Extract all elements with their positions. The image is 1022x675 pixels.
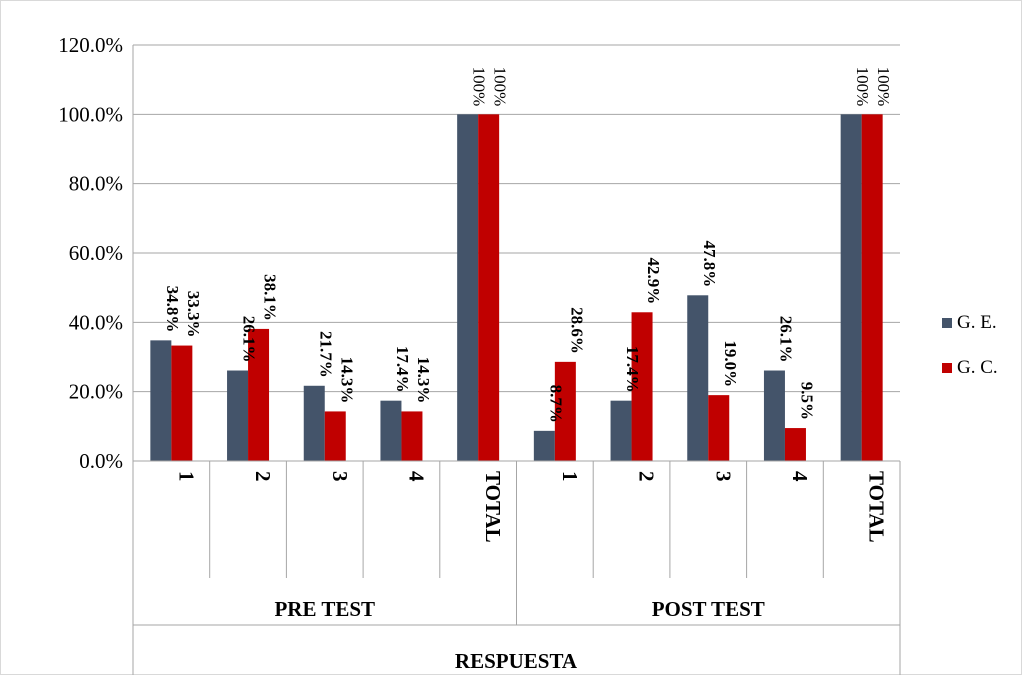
category-label: TOTAL [865, 471, 889, 543]
bar [303, 385, 325, 461]
x-axis: 1 2 3 4 TOTAL 1 2 3 4 TOTAL PRE TEST POST TEST [132, 45, 901, 675]
bar [708, 395, 730, 461]
data-label: 47.8% [700, 241, 719, 288]
y-tick-label: 40.0% [69, 310, 123, 334]
data-label: 14.3% [414, 357, 433, 404]
bar [687, 295, 709, 461]
bar [763, 370, 785, 461]
data-label: 14.3% [337, 357, 356, 404]
bar [840, 114, 862, 461]
bar [227, 370, 249, 461]
data-label: 100% [491, 67, 510, 107]
legend-swatch [942, 363, 952, 373]
data-label: 21.7% [316, 331, 335, 378]
y-tick-label: 20.0% [69, 380, 123, 404]
bar [171, 345, 193, 461]
data-labels: 34.8% 26.1% 21.7% 17.4% 100% 8.7% 17.4% 47.8% 26… [163, 67, 893, 423]
bar [380, 400, 402, 461]
y-tick-label: 80.0% [69, 172, 123, 196]
data-label: 17.4% [623, 346, 642, 393]
category-label: 2 [635, 471, 659, 482]
data-label: 100% [874, 67, 893, 107]
data-label: 26.1% [776, 316, 795, 363]
legend-label: G. E. [957, 312, 997, 333]
data-label: 100% [853, 67, 872, 107]
data-label: 8.7% [546, 385, 565, 423]
y-tick-label: 0.0% [79, 449, 123, 473]
category-label: 2 [251, 471, 275, 482]
bar [457, 114, 479, 461]
data-label: 34.8% [163, 286, 182, 333]
data-label: 42.9% [644, 258, 663, 305]
category-label: 1 [558, 471, 582, 482]
group-label: PRE TEST [274, 597, 375, 621]
bar [150, 340, 172, 461]
bar [784, 428, 806, 461]
bar [554, 361, 576, 461]
group-label: POST TEST [652, 597, 765, 621]
category-label: TOTAL [481, 471, 505, 543]
bars [150, 114, 883, 461]
legend-swatch [942, 318, 952, 328]
data-label: 17.4% [393, 346, 412, 393]
category-label: 4 [788, 471, 812, 482]
bar [248, 328, 270, 461]
data-label: 26.1% [240, 316, 259, 363]
legend: G. E. G. C. [942, 312, 998, 378]
bar [533, 430, 555, 461]
y-tick-label: 100.0% [58, 102, 123, 126]
data-label: 38.1% [261, 274, 280, 321]
bar [610, 400, 632, 461]
data-label: 28.6% [567, 307, 586, 354]
data-label: 33.3% [184, 291, 203, 338]
data-label: 19.0% [721, 340, 740, 387]
bar [631, 312, 653, 461]
category-label: 3 [711, 471, 735, 482]
bar [324, 411, 346, 461]
data-label: 9.5% [797, 382, 816, 420]
y-tick-label: 120.0% [58, 33, 123, 57]
y-tick-label: 60.0% [69, 241, 123, 265]
category-label: 4 [404, 471, 428, 482]
category-label: 1 [174, 471, 198, 482]
bar [478, 114, 500, 461]
data-label: 100% [470, 67, 489, 107]
y-axis-ticks: 0.0% 20.0% 40.0% 60.0% 80.0% 100.0% 120.0% [58, 33, 123, 473]
bar [861, 114, 883, 461]
legend-label: G. C. [957, 357, 998, 378]
category-label: 3 [328, 471, 352, 482]
bar [401, 411, 423, 461]
x-axis-title: RESPUESTA [455, 649, 578, 673]
